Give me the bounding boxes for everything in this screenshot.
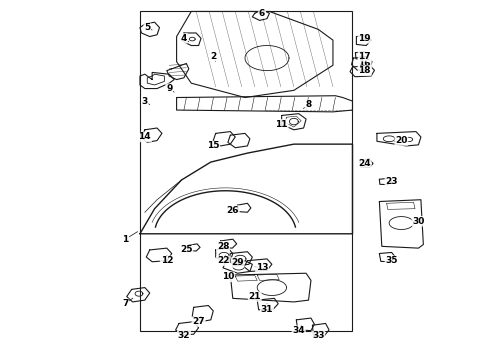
Text: 20: 20 <box>395 136 408 145</box>
Text: 31: 31 <box>261 305 273 314</box>
Text: 9: 9 <box>166 84 172 93</box>
Text: 17: 17 <box>358 52 371 61</box>
Text: 5: 5 <box>144 23 150 32</box>
Text: 26: 26 <box>226 206 239 215</box>
Text: 4: 4 <box>181 34 187 43</box>
Text: 16: 16 <box>359 59 371 68</box>
Text: 33: 33 <box>312 332 324 341</box>
Text: 35: 35 <box>385 256 398 265</box>
Text: 8: 8 <box>305 100 312 109</box>
Text: 21: 21 <box>248 292 261 301</box>
Text: 10: 10 <box>221 272 234 281</box>
Text: 7: 7 <box>122 299 128 308</box>
Text: 34: 34 <box>293 326 305 335</box>
Text: 32: 32 <box>178 332 190 341</box>
Text: 24: 24 <box>358 159 371 168</box>
Text: 22: 22 <box>217 256 229 265</box>
Text: 14: 14 <box>139 132 151 141</box>
Text: 11: 11 <box>275 120 288 129</box>
Text: 27: 27 <box>192 317 205 326</box>
Bar <box>140 12 352 330</box>
Text: 2: 2 <box>210 52 217 61</box>
Text: 28: 28 <box>217 242 229 251</box>
Text: 23: 23 <box>385 177 398 186</box>
Text: 13: 13 <box>256 264 269 273</box>
Text: 19: 19 <box>358 34 371 43</box>
Text: 18: 18 <box>359 66 371 75</box>
Text: 12: 12 <box>161 256 173 265</box>
Text: 3: 3 <box>142 96 148 105</box>
Text: 30: 30 <box>412 217 425 226</box>
Text: 29: 29 <box>231 258 244 267</box>
Text: 1: 1 <box>122 235 128 244</box>
Text: 25: 25 <box>180 246 193 255</box>
Text: 6: 6 <box>259 9 265 18</box>
Text: 15: 15 <box>207 141 220 150</box>
